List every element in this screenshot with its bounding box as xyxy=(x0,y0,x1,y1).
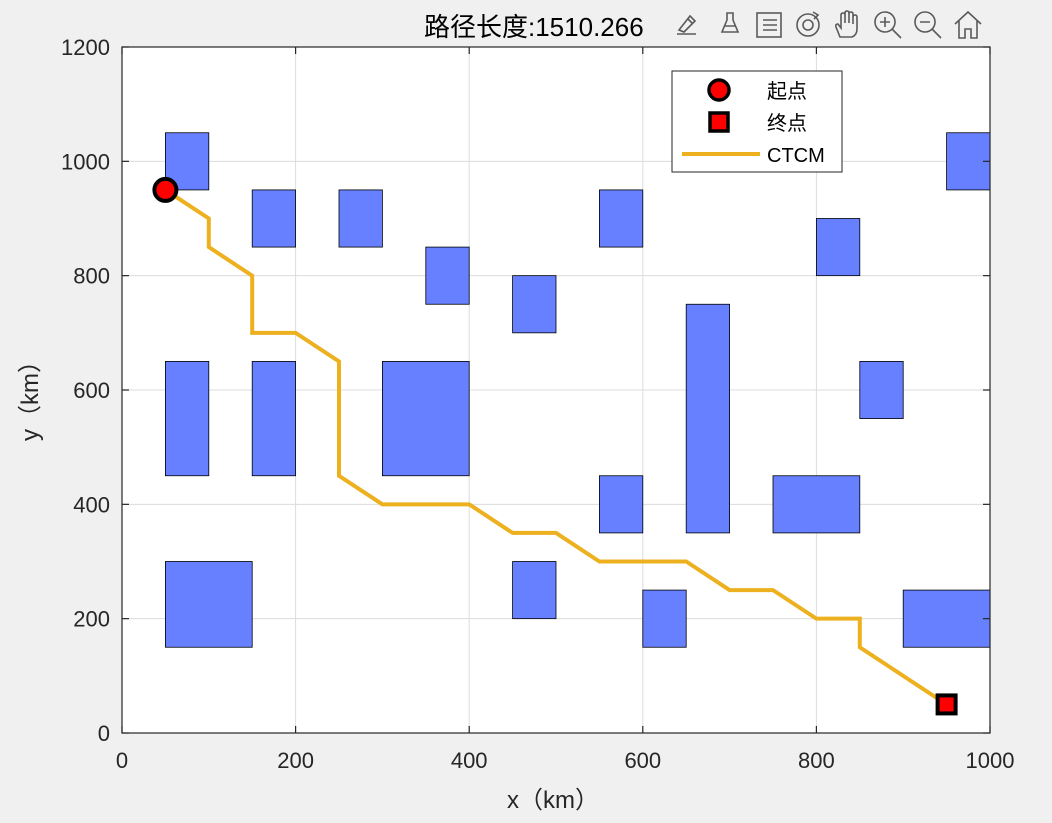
obstacle-18 xyxy=(642,589,687,648)
ticks-layer: 0 200 400 600 800 1000 0 200 400 600 800 1000 1200 xyxy=(61,35,1014,773)
legend-start-marker xyxy=(707,78,731,102)
legend-ctcm-label: CTCM xyxy=(767,145,825,167)
start-marker xyxy=(152,176,179,203)
x-tick-label: 400 xyxy=(451,748,488,773)
y-axis-label: y（km） xyxy=(17,349,44,441)
pan-icon[interactable] xyxy=(834,10,858,38)
markers-layer xyxy=(152,176,958,716)
y-tick-label: 800 xyxy=(73,264,110,289)
obstacle-5 xyxy=(512,275,557,334)
obstacle-10 xyxy=(251,361,296,477)
brush-icon[interactable] xyxy=(677,14,697,35)
chart-title: 路径长度:1510.266 xyxy=(424,12,644,42)
obstacle-6 xyxy=(599,189,644,248)
y-tick-label: 1000 xyxy=(61,149,110,174)
x-tick-label: 0 xyxy=(116,748,128,773)
y-tick-label: 0 xyxy=(98,721,110,746)
x-tick-label: 600 xyxy=(624,748,661,773)
x-tick-label: 200 xyxy=(277,748,314,773)
obstacle-2 xyxy=(251,189,296,248)
legend-end-marker xyxy=(708,111,730,133)
legend-icon[interactable] xyxy=(756,12,782,38)
rotate-icon[interactable] xyxy=(796,11,820,37)
legend-start-label: 起点 xyxy=(767,80,807,103)
obstacle-14 xyxy=(599,475,644,534)
obstacle-16 xyxy=(164,561,253,648)
obstacle-11 xyxy=(381,361,470,477)
obstacle-9 xyxy=(164,361,210,477)
obstacle-7 xyxy=(816,218,861,277)
legend: 起点 终点 CTCM xyxy=(671,70,843,173)
obstacles-layer xyxy=(164,132,991,648)
x-tick-label: 800 xyxy=(798,748,835,773)
y-tick-label: 200 xyxy=(73,607,110,632)
obstacle-3 xyxy=(338,189,383,248)
x-axis-label: x（km） xyxy=(507,787,599,814)
y-tick-label: 1200 xyxy=(61,35,110,60)
y-tick-label: 600 xyxy=(73,378,110,403)
home-icon[interactable] xyxy=(954,10,982,39)
legend-end-label: 终点 xyxy=(767,112,807,135)
obstacle-12 xyxy=(685,303,731,534)
obstacle-19 xyxy=(902,589,991,648)
zoom-in-icon[interactable] xyxy=(874,11,902,39)
obstacle-4 xyxy=(425,246,470,305)
axes-toolbar xyxy=(677,10,982,39)
series-line-ctcm xyxy=(164,188,948,707)
zoom-out-icon[interactable] xyxy=(914,11,942,39)
y-tick-label: 400 xyxy=(73,492,110,517)
data-tips-icon[interactable] xyxy=(720,12,740,33)
end-marker xyxy=(935,693,958,716)
x-tick-label: 1000 xyxy=(966,748,1015,773)
obstacle-8 xyxy=(946,132,991,191)
obstacle-17 xyxy=(512,561,557,620)
obstacle-15 xyxy=(772,475,861,534)
obstacle-13 xyxy=(859,361,904,419)
